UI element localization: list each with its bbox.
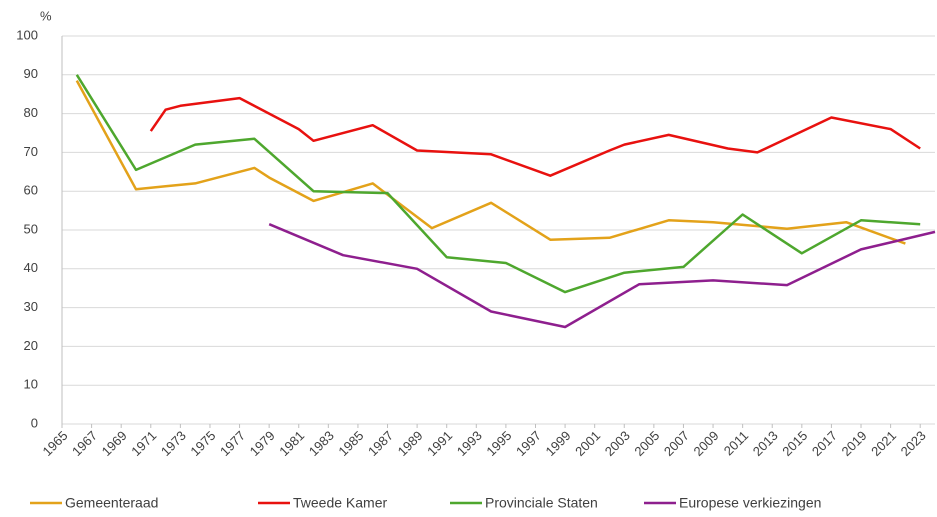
x-tick-label: 2019 <box>839 428 870 459</box>
y-tick-label: 60 <box>24 183 38 198</box>
x-tick-label: 2005 <box>631 428 662 459</box>
legend-label: Tweede Kamer <box>293 495 387 511</box>
y-tick-label: 30 <box>24 299 38 314</box>
x-tick-label: 1991 <box>424 428 455 459</box>
x-tick-label: 2011 <box>721 428 751 458</box>
y-unit: % <box>40 8 52 23</box>
x-tick-label: 1993 <box>454 428 485 459</box>
series-line <box>75 80 906 245</box>
x-tick-label: 1989 <box>395 428 426 459</box>
x-tick-label: 2007 <box>661 428 692 459</box>
x-tick-label: 1997 <box>513 428 544 459</box>
y-tick-label: 80 <box>24 105 38 120</box>
x-tick-label: 2017 <box>809 428 840 459</box>
x-tick-label: 1971 <box>128 428 159 459</box>
y-tick-label: 50 <box>24 221 38 236</box>
x-tick-label: 2009 <box>691 428 722 459</box>
legend-label: Provinciale Staten <box>485 495 598 511</box>
series-line <box>149 96 921 177</box>
y-tick-label: 20 <box>24 338 38 353</box>
y-tick-label: 70 <box>24 144 38 159</box>
x-tick-label: 1969 <box>99 428 130 459</box>
legend-label: Gemeenteraad <box>65 495 158 511</box>
x-tick-label: 1987 <box>365 428 396 459</box>
x-tick-label: 2013 <box>750 428 781 459</box>
legend-label: Europese verkiezingen <box>679 495 821 511</box>
y-tick-label: 40 <box>24 260 38 275</box>
x-tick-label: 1985 <box>335 428 366 459</box>
x-tick-label: 1975 <box>187 428 218 459</box>
y-tick-label: 100 <box>16 27 38 42</box>
x-tick-label: 2001 <box>572 428 603 459</box>
x-tick-label: 1973 <box>158 428 189 459</box>
x-tick-label: 2023 <box>898 428 929 459</box>
x-tick-label: 1965 <box>39 428 70 459</box>
x-tick-label: 1999 <box>543 428 574 459</box>
x-tick-label: 2015 <box>779 428 810 459</box>
series-line <box>268 223 936 329</box>
x-tick-label: 2003 <box>602 428 633 459</box>
y-tick-label: 10 <box>24 377 38 392</box>
x-tick-label: 1981 <box>276 428 307 459</box>
x-tick-label: 2021 <box>868 428 899 459</box>
x-tick-label: 1977 <box>217 428 248 459</box>
x-tick-label: 1967 <box>69 428 100 459</box>
y-tick-label: 90 <box>24 66 38 81</box>
x-tick-label: 1979 <box>247 428 278 459</box>
x-tick-label: 1983 <box>306 428 337 459</box>
y-tick-label: 0 <box>31 415 38 430</box>
x-tick-label: 1995 <box>483 428 514 459</box>
series-line <box>75 74 921 294</box>
